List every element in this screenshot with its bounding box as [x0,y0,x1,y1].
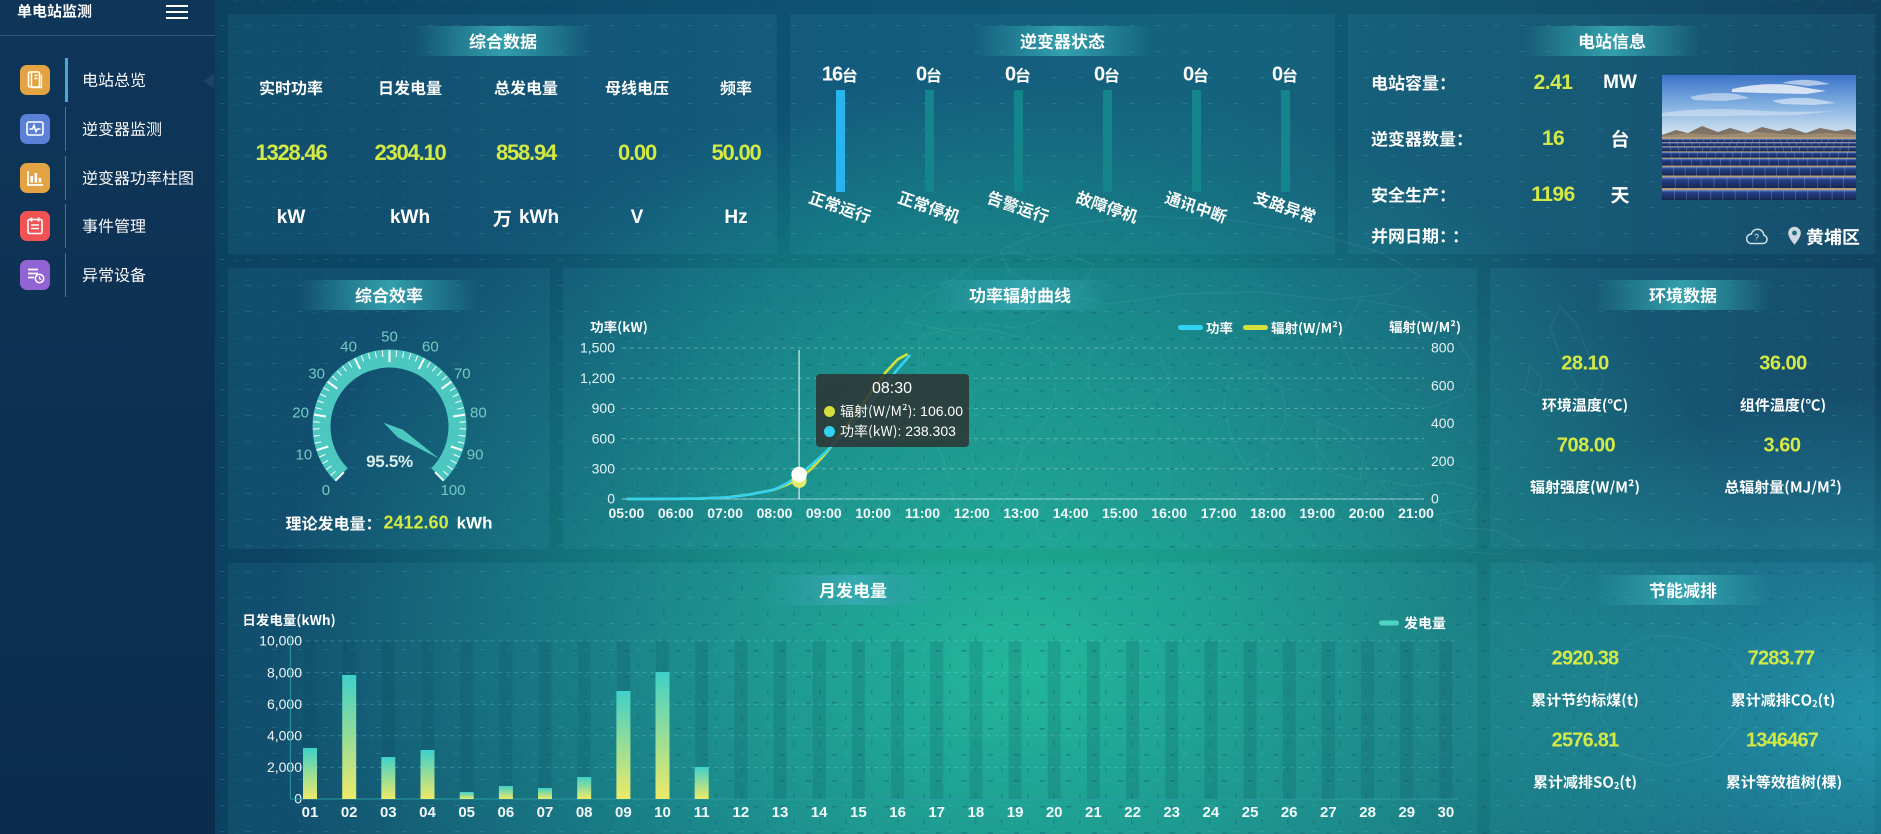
svg-text:19: 19 [1007,804,1024,821]
svg-text:03: 03 [380,804,397,821]
svg-text:600: 600 [1431,378,1455,394]
svg-text:24: 24 [1203,804,1220,821]
svg-text:0: 0 [1431,491,1439,507]
svg-text:04: 04 [419,804,436,821]
svg-text:15:00: 15:00 [1102,505,1138,521]
svg-text:05: 05 [458,804,475,821]
svg-text:26: 26 [1281,804,1298,821]
svg-text:90: 90 [467,446,484,463]
svg-text:14:00: 14:00 [1053,505,1089,521]
svg-text:25: 25 [1242,804,1259,821]
svg-text:60: 60 [422,338,439,355]
svg-text:29: 29 [1398,804,1415,821]
svg-text:18: 18 [968,804,985,821]
svg-text:10,000: 10,000 [259,633,302,649]
svg-text:20: 20 [292,404,309,421]
svg-text:08:00: 08:00 [757,505,793,521]
svg-text:12: 12 [733,804,750,821]
svg-text:4,000: 4,000 [267,728,302,744]
svg-text:1,200: 1,200 [580,370,615,386]
svg-text:40: 40 [340,338,357,355]
svg-text:400: 400 [1431,415,1455,431]
svg-text:?: ? [1754,233,1759,243]
svg-text:10:00: 10:00 [855,505,891,521]
svg-text:0: 0 [322,482,330,499]
svg-text:20:00: 20:00 [1349,505,1385,521]
svg-text:900: 900 [592,400,616,416]
svg-text:30: 30 [308,366,325,383]
svg-text:21:00: 21:00 [1398,505,1434,521]
svg-text:14: 14 [811,804,828,821]
svg-text:30: 30 [1438,804,1455,821]
svg-text:600: 600 [592,430,616,446]
svg-text:05:00: 05:00 [608,505,644,521]
svg-text:10: 10 [654,804,671,821]
svg-text:200: 200 [1431,453,1455,469]
svg-text:02: 02 [341,804,358,821]
svg-text:28: 28 [1359,804,1376,821]
svg-text:17:00: 17:00 [1201,505,1237,521]
svg-text:13: 13 [772,804,789,821]
svg-text:06:00: 06:00 [658,505,694,521]
svg-text:15: 15 [850,804,867,821]
svg-text:01: 01 [302,804,319,821]
svg-text:21: 21 [1085,804,1102,821]
svg-text:100: 100 [441,482,466,499]
svg-text:0: 0 [607,491,615,507]
svg-text:19:00: 19:00 [1299,505,1335,521]
svg-text:12:00: 12:00 [954,505,990,521]
svg-text:11:00: 11:00 [905,505,940,521]
svg-text:23: 23 [1163,804,1180,821]
svg-text:07: 07 [537,804,554,821]
svg-text:70: 70 [454,366,471,383]
svg-text:13:00: 13:00 [1003,505,1039,521]
svg-text:07:00: 07:00 [707,505,743,521]
svg-text:20: 20 [1046,804,1063,821]
svg-text:08: 08 [576,804,593,821]
svg-text:16:00: 16:00 [1151,505,1187,521]
svg-text:6,000: 6,000 [267,696,302,712]
svg-text:16: 16 [889,804,906,821]
svg-text:09: 09 [615,804,632,821]
svg-text:50: 50 [381,329,398,346]
svg-text:22: 22 [1124,804,1141,821]
svg-text:18:00: 18:00 [1250,505,1286,521]
svg-text:17: 17 [928,804,945,821]
svg-text:2,000: 2,000 [267,759,302,775]
svg-text:11: 11 [694,804,710,821]
svg-text:27: 27 [1320,804,1337,821]
svg-text:1,500: 1,500 [580,340,615,356]
svg-text:80: 80 [470,404,487,421]
svg-text:06: 06 [498,804,515,821]
svg-text:09:00: 09:00 [806,505,842,521]
svg-text:800: 800 [1431,340,1455,356]
svg-text:8,000: 8,000 [267,664,302,680]
svg-text:300: 300 [592,461,616,477]
svg-text:10: 10 [296,446,313,463]
